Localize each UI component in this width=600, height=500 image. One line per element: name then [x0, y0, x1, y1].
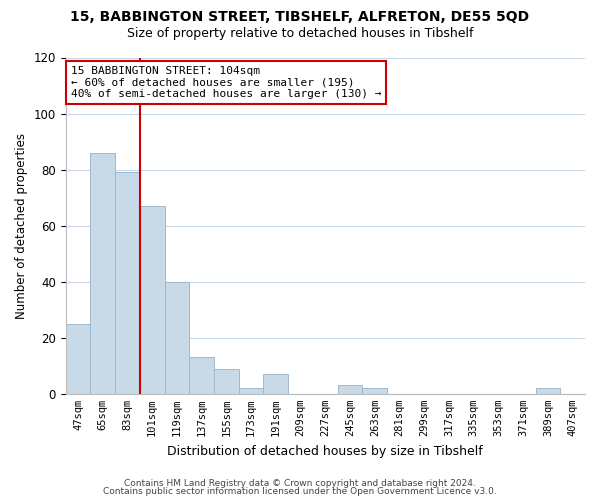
Text: 15, BABBINGTON STREET, TIBSHELF, ALFRETON, DE55 5QD: 15, BABBINGTON STREET, TIBSHELF, ALFRETO…	[70, 10, 530, 24]
Bar	[263, 374, 288, 394]
Bar	[190, 358, 214, 394]
Bar	[140, 206, 164, 394]
Text: 15 BABBINGTON STREET: 104sqm
← 60% of detached houses are smaller (195)
40% of s: 15 BABBINGTON STREET: 104sqm ← 60% of de…	[71, 66, 381, 99]
X-axis label: Distribution of detached houses by size in Tibshelf: Distribution of detached houses by size …	[167, 444, 483, 458]
Bar	[91, 153, 115, 394]
Y-axis label: Number of detached properties: Number of detached properties	[15, 132, 28, 318]
Bar	[164, 282, 190, 394]
Bar	[536, 388, 560, 394]
Bar	[115, 172, 140, 394]
Bar	[239, 388, 263, 394]
Bar	[362, 388, 387, 394]
Text: Contains HM Land Registry data © Crown copyright and database right 2024.: Contains HM Land Registry data © Crown c…	[124, 478, 476, 488]
Text: Size of property relative to detached houses in Tibshelf: Size of property relative to detached ho…	[127, 28, 473, 40]
Bar	[65, 324, 91, 394]
Text: Contains public sector information licensed under the Open Government Licence v3: Contains public sector information licen…	[103, 487, 497, 496]
Bar	[214, 368, 239, 394]
Bar	[338, 386, 362, 394]
